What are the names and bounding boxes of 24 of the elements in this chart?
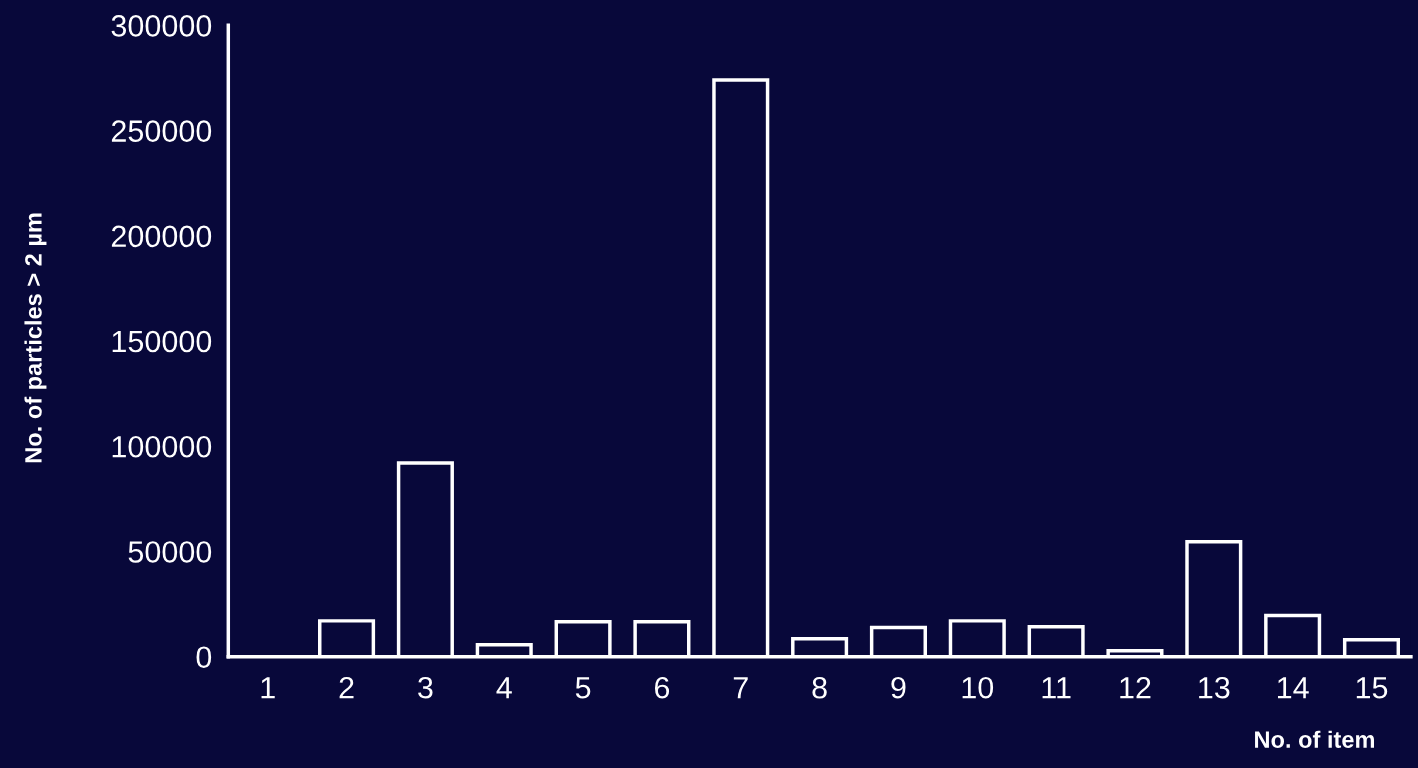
y-tick-label: 150000 bbox=[112, 330, 212, 353]
x-tick-label: 7 bbox=[733, 677, 748, 699]
x-tick-label: 12 bbox=[1120, 676, 1151, 699]
x-tick-label: 3 bbox=[418, 676, 433, 699]
x-tick-label: 13 bbox=[1199, 676, 1230, 699]
y-axis-title: No. of particles > 2 µm bbox=[24, 213, 47, 463]
y-tick-label: 200000 bbox=[111, 225, 212, 248]
x-tick-label: 15 bbox=[1356, 677, 1388, 699]
y-tick-label: 0 bbox=[196, 646, 212, 669]
x-tick-label: 9 bbox=[891, 676, 906, 699]
x-tick-label: 11 bbox=[1042, 677, 1071, 699]
x-tick-label: 2 bbox=[339, 676, 354, 699]
x-tick-label: 8 bbox=[812, 676, 827, 699]
x-tick-label: 1 bbox=[261, 677, 275, 699]
x-tick-label: 4 bbox=[496, 677, 512, 699]
y-tick-label: 250000 bbox=[111, 120, 212, 142]
x-tick-label: 14 bbox=[1277, 677, 1309, 699]
x-tick-label: 6 bbox=[654, 676, 670, 699]
y-tick-label: 300000 bbox=[111, 15, 212, 37]
y-tick-label: 50000 bbox=[128, 541, 212, 563]
x-axis-title: No. of item bbox=[1255, 730, 1374, 748]
y-tick-label: 100000 bbox=[112, 435, 212, 458]
x-tick-label: 10 bbox=[962, 676, 994, 699]
x-tick-label: 5 bbox=[575, 677, 591, 699]
